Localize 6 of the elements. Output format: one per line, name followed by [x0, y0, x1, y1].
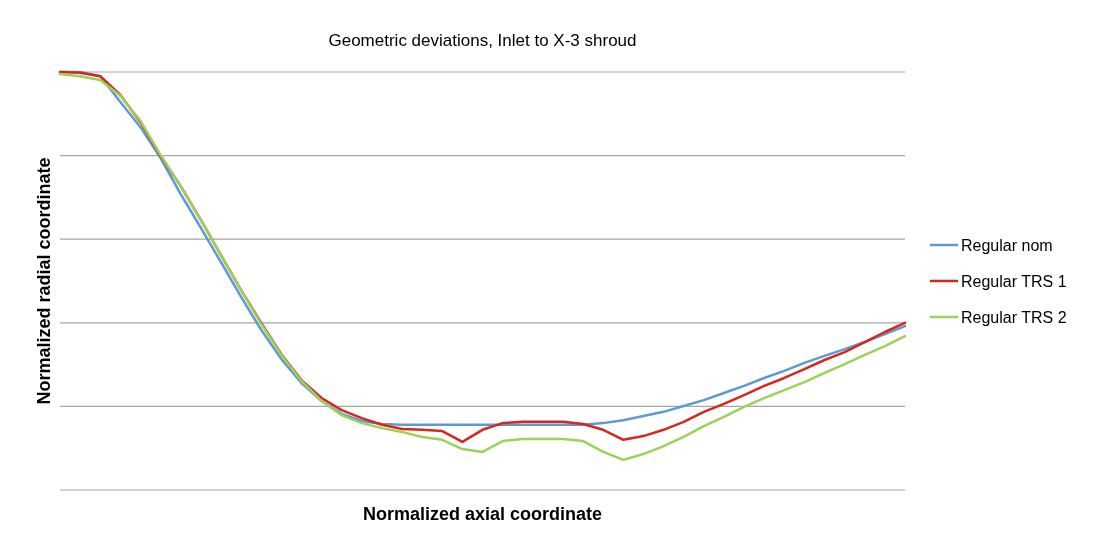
x-axis-title: Normalized axial coordinate	[362, 504, 603, 524]
legend-label: Regular TRS 2	[961, 309, 1067, 326]
legend-label: Regular nom	[961, 237, 1053, 254]
y-axis-title: Normalized radial coordinate	[34, 157, 54, 405]
legend-label: Regular TRS 1	[961, 273, 1067, 290]
chart-title: Geometric deviations, Inlet to X-3 shroud	[328, 31, 637, 50]
